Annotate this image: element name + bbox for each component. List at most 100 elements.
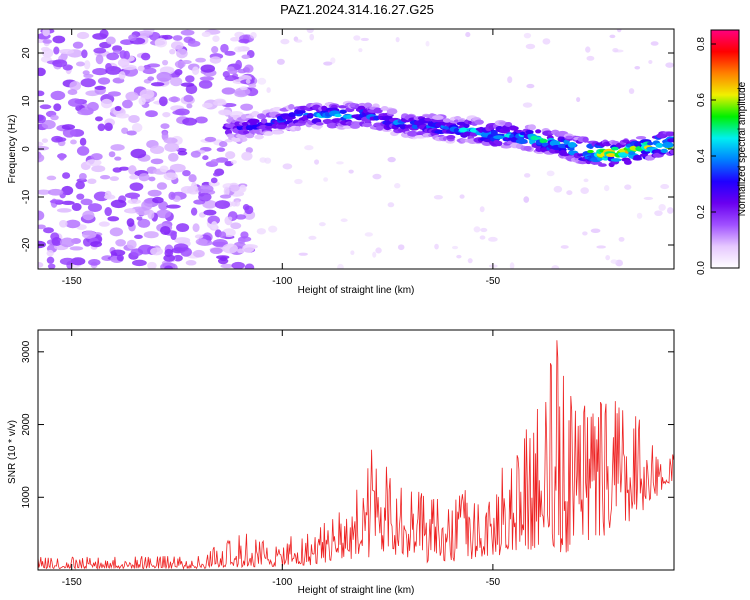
- heatmap-cell: [118, 71, 126, 80]
- heatmap-cell: [50, 90, 66, 101]
- heatmap-x-ticks: -150 -100 -50: [62, 29, 501, 287]
- heatmap-cell: [78, 172, 87, 180]
- heatmap-cell: [280, 38, 290, 45]
- heatmap-cell: [46, 249, 54, 257]
- heatmap-cell: [662, 141, 674, 149]
- heatmap-cell: [149, 145, 165, 155]
- heatmap-cell: [163, 254, 176, 262]
- heatmap-cell: [126, 130, 137, 136]
- heatmap-cell: [210, 247, 223, 255]
- heatmap-cell: [525, 129, 534, 135]
- heatmap-cell: [590, 161, 603, 165]
- heatmap-cell: [271, 130, 284, 135]
- heatmap-cell: [182, 169, 191, 177]
- heatmap-cell: [148, 176, 156, 182]
- heatmap-cell: [350, 250, 355, 256]
- snr-y-tick-label: 1000: [21, 486, 32, 509]
- heatmap-cell: [137, 244, 154, 255]
- heatmap-cell: [166, 204, 181, 209]
- heatmap-cell: [110, 249, 126, 257]
- heatmap-cell: [121, 127, 129, 134]
- heatmap-cell: [609, 34, 616, 39]
- heatmap-cell: [247, 118, 260, 124]
- heatmap-cell: [234, 200, 241, 207]
- heatmap-cell: [603, 185, 610, 192]
- heatmap-cell: [288, 112, 297, 118]
- heatmap-cell: [372, 173, 382, 180]
- heatmap-cell: [128, 34, 137, 41]
- snr-frame: [37, 329, 675, 571]
- heatmap-cell: [198, 79, 213, 89]
- heatmap-cell: [51, 237, 63, 246]
- heatmap-cell: [162, 112, 171, 118]
- colorbar-tick-label: 0.6: [696, 93, 707, 107]
- heatmap-cell: [160, 123, 170, 129]
- colorbar-tick-label: 0.8: [696, 37, 707, 51]
- heatmap-cell: [465, 32, 471, 38]
- heatmap-cell: [296, 110, 306, 114]
- heatmap-cell: [373, 115, 380, 121]
- heatmap-cell: [665, 131, 674, 137]
- heatmap-cell: [119, 50, 127, 59]
- heatmap-cell: [654, 210, 663, 217]
- heatmap-cell: [282, 163, 293, 170]
- heatmap-cell: [59, 257, 76, 266]
- snr-y-label: SNR (10 * v/v): [7, 420, 18, 484]
- snr-panel: -150 -100 -50 1000 2000 3000 Height of strai…: [7, 329, 675, 596]
- heatmap-cell: [375, 247, 382, 254]
- heatmap-cell: [219, 194, 232, 199]
- heatmap-cell: [298, 252, 308, 256]
- heatmap-cell: [109, 176, 120, 182]
- heatmap-cell: [230, 222, 242, 230]
- heatmap-cell: [212, 172, 221, 177]
- heatmap-cell: [41, 138, 49, 143]
- heatmap-cell: [38, 261, 44, 268]
- heatmap-cell: [131, 123, 143, 133]
- heatmap-y-label: Frequency (Hz): [7, 115, 18, 184]
- heatmap-cell: [546, 170, 555, 177]
- heatmap-cell: [216, 147, 226, 152]
- heatmap-cell: [235, 59, 242, 70]
- heatmap-cell: [192, 66, 200, 76]
- heatmap-cell: [99, 174, 111, 180]
- heatmap-cell: [473, 226, 481, 233]
- heatmap-cell: [41, 119, 56, 130]
- heatmap-cell: [159, 165, 169, 173]
- heatmap-cell: [241, 54, 250, 60]
- heatmap-cell: [75, 181, 85, 190]
- heatmap-cell: [598, 163, 607, 167]
- heatmap-cell: [551, 265, 560, 269]
- heatmap-cell: [156, 182, 168, 190]
- heatmap-cell: [248, 83, 257, 89]
- snr-series-line: [37, 340, 675, 570]
- heatmap-cell: [38, 189, 51, 195]
- heatmap-cell: [88, 259, 101, 266]
- heatmap-cell: [130, 148, 147, 159]
- heatmap-cell: [228, 184, 240, 192]
- heatmap-cell: [495, 140, 503, 147]
- heatmap-cell: [94, 85, 107, 90]
- heatmap-cell: [55, 137, 67, 142]
- heatmap-cell: [77, 109, 94, 116]
- heatmap-cell: [176, 48, 188, 59]
- heatmap-cell: [46, 256, 55, 264]
- heatmap-cell: [565, 135, 574, 139]
- heatmap-cell: [576, 97, 581, 103]
- heatmap-cell: [137, 218, 151, 228]
- heatmap-cell: [212, 35, 220, 43]
- heatmap-cell: [116, 254, 124, 262]
- colorbar-tick-label: 0.0: [696, 261, 707, 275]
- heatmap-cell: [219, 256, 228, 262]
- heatmap-cell: [109, 227, 124, 237]
- heatmap-cell: [182, 117, 198, 126]
- heatmap-y-tick-label: -20: [21, 237, 32, 252]
- heatmap-y-tick-label: 0: [21, 146, 32, 152]
- heatmap-cell: [507, 76, 513, 84]
- heatmap-cell: [69, 80, 82, 91]
- heatmap-cell: [523, 146, 532, 152]
- heatmap-cell: [234, 87, 251, 96]
- heatmap-cell: [47, 263, 56, 269]
- heatmap-cell: [150, 82, 165, 87]
- heatmap-cell: [259, 157, 267, 163]
- heatmap-cell: [187, 40, 201, 47]
